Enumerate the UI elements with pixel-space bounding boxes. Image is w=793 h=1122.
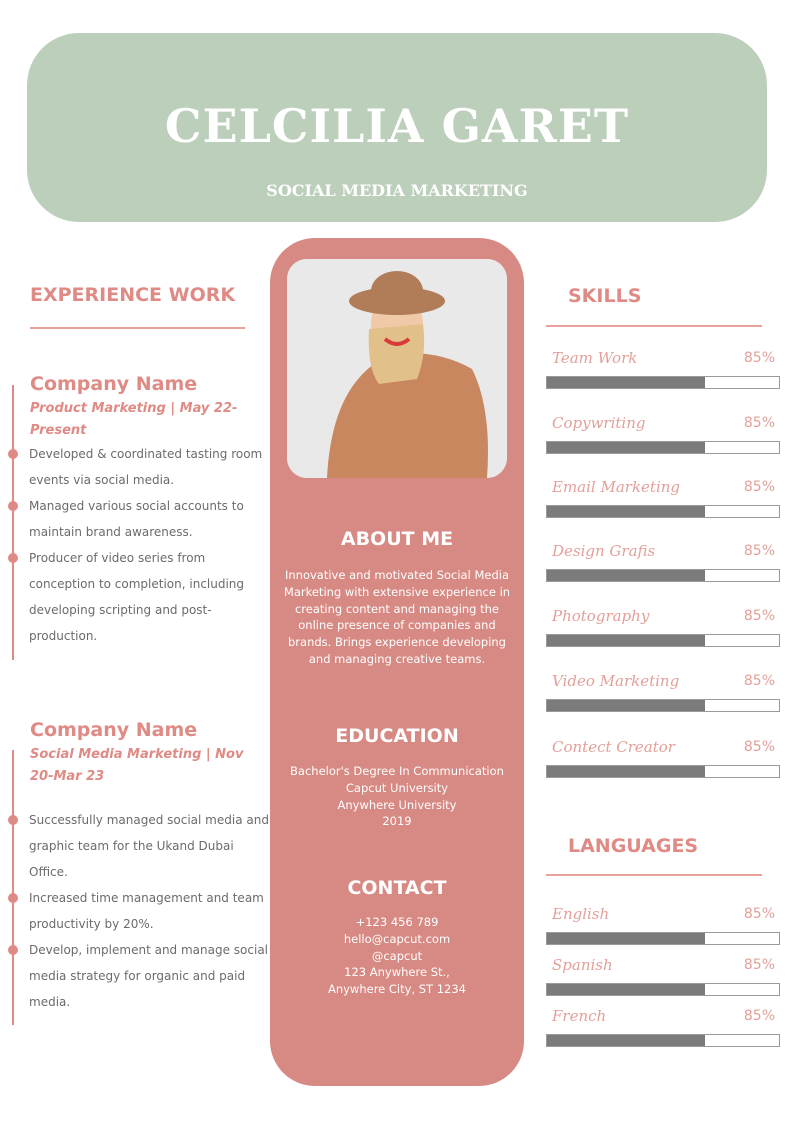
divider <box>30 327 245 329</box>
contact-email: hello@capcut.com <box>343 931 451 946</box>
skills-progress-bar <box>546 765 780 778</box>
divider <box>546 874 762 876</box>
progress-fill <box>547 766 705 777</box>
skills-progress-bar <box>546 505 780 518</box>
progress-fill <box>547 506 705 517</box>
bullet-dot-icon <box>8 945 18 955</box>
skills-label: Team Work <box>552 349 638 367</box>
education-heading: EDUCATION <box>335 725 459 747</box>
job-subtitle: Social Media Marketing | Nov 20-Mar 23 <box>30 747 244 784</box>
skills-label: Design Grafis <box>552 542 656 560</box>
header-banner: CELCILIA GARET SOCIAL MEDIA MARKETING <box>27 33 767 222</box>
skills-percent: 85% <box>743 673 775 689</box>
candidate-role: SOCIAL MEDIA MARKETING <box>266 181 528 200</box>
contact-address: 123 Anywhere St., <box>344 965 450 980</box>
skills-label: Contect Creator <box>552 738 675 756</box>
progress-fill <box>547 570 705 581</box>
languages-label: Spanish <box>552 956 613 974</box>
timeline-line <box>12 385 14 660</box>
skills-progress-bar <box>546 699 780 712</box>
skills-percent: 85% <box>743 479 775 495</box>
education-degree: Bachelor's Degree In Communication <box>290 764 504 778</box>
job-subtitle: Product Marketing | May 22-Present <box>30 401 238 438</box>
skills-label: Email Marketing <box>552 478 681 496</box>
skills-progress-bar <box>546 634 780 647</box>
languages-percent: 85% <box>743 957 775 973</box>
job-bullet: Develop, implement and manage social med… <box>29 943 269 1009</box>
education-school: Capcut University <box>345 780 449 795</box>
skills-progress-bar <box>546 441 780 454</box>
skills-label: Copywriting <box>552 414 646 432</box>
progress-fill <box>547 984 705 995</box>
contact-city: Anywhere City, ST 1234 <box>327 982 467 997</box>
education-year: 2019 <box>382 814 412 829</box>
job-bullet: Successfully managed social media and gr… <box>29 813 269 879</box>
contact-phone: +123 456 789 <box>355 915 439 929</box>
center-panel: ABOUT ME Innovative and motivated Social… <box>270 238 524 1086</box>
contact-details: +123 456 789 hello@capcut.com @capcut 12… <box>280 914 514 998</box>
job-bullet: Managed various social accounts to maint… <box>29 499 244 539</box>
languages-label: English <box>552 905 610 923</box>
languages-percent: 85% <box>743 1008 775 1024</box>
skills-progress-bar <box>546 569 780 582</box>
progress-fill <box>547 377 705 388</box>
skills-percent: 85% <box>743 608 775 624</box>
skills-progress-bar <box>546 376 780 389</box>
languages-progress-bar <box>546 1034 780 1047</box>
job-bullet: Developed & coordinated tasting room eve… <box>29 447 263 487</box>
divider <box>546 325 762 327</box>
progress-fill <box>547 1035 705 1046</box>
company-name: Company Name <box>30 373 198 395</box>
candidate-name: CELCILIA GARET <box>164 99 630 153</box>
languages-progress-bar <box>546 932 780 945</box>
profile-photo <box>287 259 507 478</box>
progress-fill <box>547 635 705 646</box>
languages-heading: LANGUAGES <box>568 835 699 857</box>
about-text: Innovative and motivated Social Media Ma… <box>283 568 511 666</box>
progress-fill <box>547 442 705 453</box>
skills-percent: 85% <box>743 543 775 559</box>
contact-handle: @capcut <box>371 948 423 963</box>
languages-percent: 85% <box>743 906 775 922</box>
skills-label: Photography <box>552 607 650 625</box>
progress-fill <box>547 933 705 944</box>
about-heading: ABOUT ME <box>340 528 454 550</box>
bullet-dot-icon <box>8 815 18 825</box>
languages-progress-bar <box>546 983 780 996</box>
languages-label: French <box>552 1007 607 1025</box>
experience-heading: EXPERIENCE WORK <box>30 284 236 306</box>
progress-fill <box>547 700 705 711</box>
bullet-dot-icon <box>8 893 18 903</box>
job-bullet: Producer of video series from conception… <box>29 551 245 643</box>
education-location: Anywhere University <box>337 797 457 812</box>
skills-heading: SKILLS <box>568 285 642 307</box>
skills-label: Video Marketing <box>552 672 680 690</box>
company-name: Company Name <box>30 719 198 741</box>
job-bullet: Increased time management and team produ… <box>29 891 264 931</box>
bullet-dot-icon <box>8 553 18 563</box>
contact-heading: CONTACT <box>347 877 447 899</box>
bullet-dot-icon <box>8 449 18 459</box>
timeline-line <box>12 750 14 1025</box>
skills-percent: 85% <box>743 350 775 366</box>
education-details: Bachelor's Degree In Communication Capcu… <box>280 763 514 830</box>
skills-percent: 85% <box>743 415 775 431</box>
skills-percent: 85% <box>743 739 775 755</box>
bullet-dot-icon <box>8 501 18 511</box>
